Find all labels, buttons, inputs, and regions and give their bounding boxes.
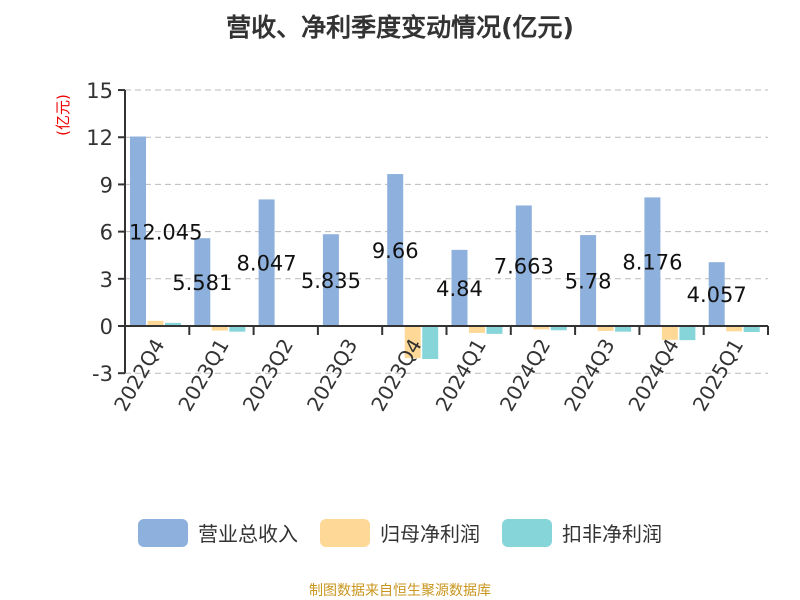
x-tick-label: 2024Q1 xyxy=(431,335,491,416)
bar-deducted-profit xyxy=(615,326,632,332)
bar-deducted-profit xyxy=(679,326,696,341)
data-label: 7.663 xyxy=(494,255,554,279)
bar-net-profit xyxy=(661,326,678,340)
legend-swatch xyxy=(502,518,552,547)
bar-net-profit xyxy=(533,326,550,330)
x-tick-label: 2023Q3 xyxy=(302,335,362,416)
y-tick-label: 0 xyxy=(100,315,113,339)
bar-net-profit xyxy=(147,320,164,326)
bar-net-profit xyxy=(211,326,228,331)
legend-label: 归母净利润 xyxy=(380,522,480,546)
legend-item-deducted-profit[interactable]: 扣非净利润 xyxy=(502,518,662,547)
bar-revenue xyxy=(644,197,661,326)
bar-net-profit xyxy=(404,326,421,359)
x-tick-label: 2023Q2 xyxy=(238,335,298,416)
legend: 营业总收入 归母净利润 扣非净利润 xyxy=(0,518,800,547)
bar-revenue xyxy=(580,235,597,326)
chart-title: 营收、净利季度变动情况(亿元) xyxy=(226,13,574,42)
bar-deducted-profit xyxy=(743,326,760,332)
bar-revenue xyxy=(130,136,146,326)
bar-revenue xyxy=(708,262,725,326)
legend-item-net-profit[interactable]: 归母净利润 xyxy=(320,518,480,547)
y-tick-label: 12 xyxy=(86,126,113,150)
data-label: 9.66 xyxy=(372,239,419,263)
y-tick-label: 6 xyxy=(100,221,113,245)
x-tick-label: 2024Q3 xyxy=(559,335,619,416)
bar-deducted-profit xyxy=(165,322,181,326)
bar-deducted-profit xyxy=(486,326,503,334)
data-label: 12.045 xyxy=(129,220,202,244)
bar-revenue xyxy=(451,249,468,326)
y-axis-label: (亿元) xyxy=(54,94,72,136)
legend-label: 扣非净利润 xyxy=(562,522,662,546)
data-label: 4.84 xyxy=(436,277,483,301)
y-tick-label: -3 xyxy=(92,362,113,386)
x-tick-label: 2023Q1 xyxy=(173,335,233,416)
source-note: 制图数据来自恒生聚源数据库 xyxy=(309,583,491,599)
x-tick-label: 2025Q1 xyxy=(688,335,748,416)
bar-revenue xyxy=(194,238,211,326)
y-tick-label: 9 xyxy=(100,173,113,197)
data-label: 8.176 xyxy=(622,251,682,275)
bar-deducted-profit xyxy=(550,326,567,331)
x-tick-label: 2022Q4 xyxy=(109,335,169,416)
bar-revenue xyxy=(322,234,339,326)
bar-net-profit xyxy=(597,326,614,331)
bar-net-profit xyxy=(726,326,743,332)
data-label: 5.78 xyxy=(565,270,612,294)
bar-revenue xyxy=(515,205,532,326)
y-tick-label: 3 xyxy=(100,268,113,292)
bar-revenue xyxy=(258,199,275,326)
bar-revenue xyxy=(387,174,404,326)
legend-swatch xyxy=(320,518,370,547)
data-label: 5.581 xyxy=(172,271,232,295)
y-tick-label: 15 xyxy=(86,79,113,103)
x-tick-label: 2024Q2 xyxy=(495,335,555,416)
legend-label: 营业总收入 xyxy=(198,522,298,546)
legend-item-revenue[interactable]: 营业总收入 xyxy=(138,518,298,547)
legend-swatch xyxy=(138,518,188,547)
bar-deducted-profit xyxy=(422,326,439,360)
bar-net-profit xyxy=(469,326,485,333)
data-label: 4.057 xyxy=(687,283,747,307)
x-tick-label: 2023Q4 xyxy=(366,335,426,416)
bar-deducted-profit xyxy=(229,326,246,332)
x-tick-label: 2024Q4 xyxy=(623,335,683,416)
data-label: 8.047 xyxy=(237,252,297,276)
data-label: 5.835 xyxy=(301,269,361,293)
